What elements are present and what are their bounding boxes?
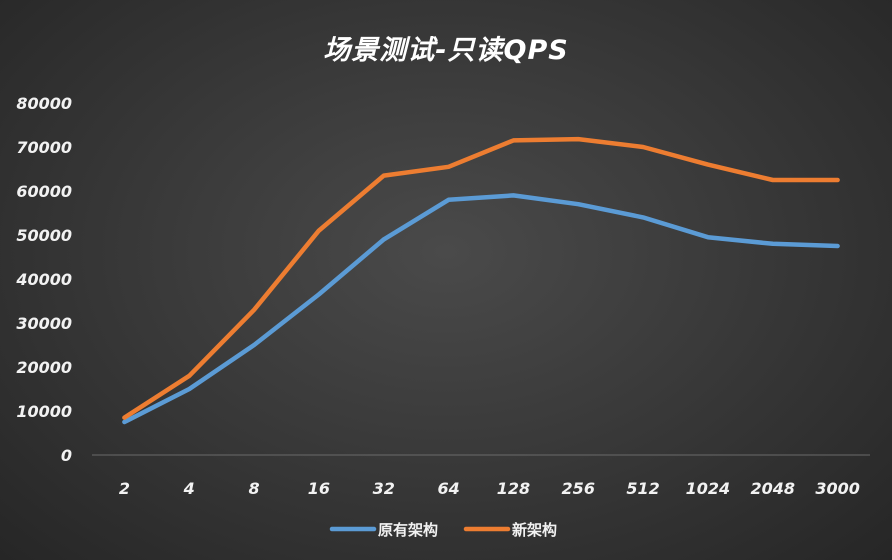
- series-line-2: [122, 136, 840, 420]
- x-tick-label: 128: [497, 479, 530, 498]
- x-tick-label: 256: [562, 479, 595, 498]
- legend-label: 原有架构: [378, 521, 438, 539]
- x-tick-label: 2: [119, 479, 130, 498]
- y-tick-label: 10000: [16, 402, 72, 421]
- x-tick-label: 16: [308, 479, 330, 498]
- y-tick-label: 60000: [16, 182, 72, 201]
- y-tick-label: 20000: [16, 358, 72, 377]
- chart-title: 场景测试-只读QPS: [323, 35, 569, 66]
- legend-label: 新架构: [512, 521, 557, 539]
- y-tick-label: 50000: [16, 226, 72, 245]
- x-tick-label: 64: [437, 479, 459, 498]
- y-tick-label: 80000: [16, 94, 72, 113]
- x-tick-label: 32: [373, 479, 395, 498]
- y-tick-label: 40000: [15, 270, 72, 289]
- y-tick-label: 70000: [16, 138, 72, 157]
- y-tick-label: 30000: [16, 314, 72, 333]
- x-tick-label: 1024: [686, 479, 731, 498]
- x-tick-label: 3000: [815, 479, 860, 498]
- x-tick-label: 4: [183, 479, 195, 498]
- series-line-1: [122, 193, 840, 425]
- x-tick-label: 512: [626, 479, 659, 498]
- x-tick-label: 8: [249, 479, 260, 498]
- y-tick-label: 0: [61, 446, 72, 465]
- x-tick-label: 2048: [750, 479, 795, 498]
